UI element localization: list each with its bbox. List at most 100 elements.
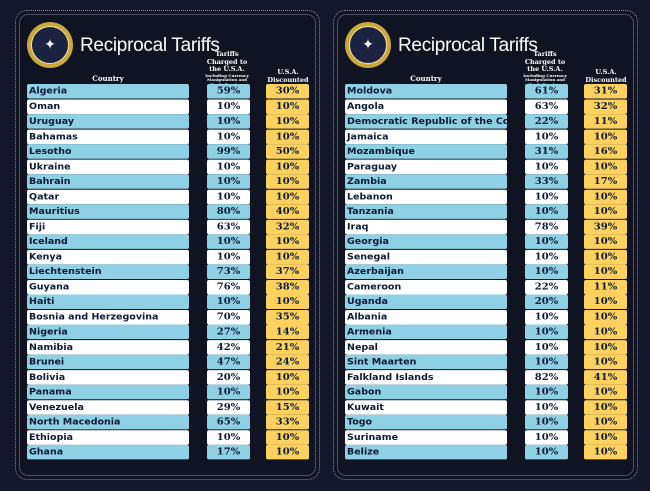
country-cell: Kenya (27, 249, 189, 264)
charged-tariff-cell: 10% (207, 249, 250, 264)
country-cell: Zambia (345, 174, 507, 189)
discounted-tariff-cell: 30% (266, 84, 309, 99)
charged-tariff-cell: 63% (207, 219, 250, 234)
country-cell: Senegal (345, 249, 507, 264)
column-header-country: Country (92, 74, 124, 83)
country-cell: Iraq (345, 219, 507, 234)
discounted-tariff-cell: 10% (584, 264, 627, 279)
charged-tariff-cell: 22% (525, 114, 568, 129)
tariff-panel-left: ✦ Reciprocal Tariffs Country Tariffs Cha… (15, 10, 320, 480)
country-cell: Lesotho (27, 144, 189, 159)
charged-tariff-cell: 10% (525, 189, 568, 204)
country-cell: Algeria (27, 84, 189, 99)
discounted-tariff-cell: 38% (266, 279, 309, 295)
discounted-tariff-cell: 17% (584, 174, 627, 189)
charged-tariff-cell: 82% (525, 369, 568, 385)
column-header-charged: Tariffs Charged to the U.S.A. Including C… (520, 50, 570, 87)
discounted-tariff-cell: 32% (266, 219, 309, 234)
discounted-tariff-cell: 10% (266, 294, 309, 310)
country-cell: Suriname (345, 429, 507, 445)
discounted-tariff-cell: 16% (584, 144, 627, 159)
charged-tariff-cell: 10% (525, 234, 568, 249)
country-cell: Tanzania (345, 204, 507, 219)
charged-tariff-cell: 10% (525, 204, 568, 219)
page-title: Reciprocal Tariffs (398, 35, 538, 56)
country-cell: Panama (27, 384, 189, 400)
discounted-tariff-cell: 21% (266, 339, 309, 355)
charged-tariff-cell: 10% (525, 414, 568, 430)
charged-tariff-cell: 59% (207, 84, 250, 99)
discounted-tariff-cell: 14% (266, 324, 309, 340)
country-cell: Mozambique (345, 144, 507, 159)
discounted-tariff-cell: 15% (266, 399, 309, 415)
discounted-tariff-cell: 10% (584, 294, 627, 310)
discounted-tariff-cell: 11% (584, 279, 627, 295)
charged-tariff-cell: 10% (207, 234, 250, 249)
column-header-charged: Tariffs Charged to the U.S.A. Including C… (202, 50, 252, 87)
country-cell: Azerbaijan (345, 264, 507, 279)
discounted-tariff-cell: 10% (584, 129, 627, 144)
country-cell: Bolivia (27, 369, 189, 385)
country-cell: Georgia (345, 234, 507, 249)
discounted-tariff-cell: 10% (584, 189, 627, 204)
tariff-panel-right: ✦ Reciprocal Tariffs Country Tariffs Cha… (333, 10, 638, 480)
discounted-tariff-cell: 10% (584, 444, 627, 460)
charged-tariff-cell: 61% (525, 84, 568, 99)
country-cell: Moldova (345, 84, 507, 99)
discounted-tariff-cell: 10% (266, 99, 309, 114)
charged-tariff-cell: 27% (207, 324, 250, 340)
discounted-tariff-cell: 10% (584, 324, 627, 340)
discounted-tariff-cell: 31% (584, 84, 627, 99)
charged-tariff-cell: 10% (525, 354, 568, 370)
country-cell: Jamaica (345, 129, 507, 144)
charged-tariff-cell: 73% (207, 264, 250, 279)
page-title: Reciprocal Tariffs (80, 35, 220, 56)
discounted-tariff-cell: 10% (266, 174, 309, 189)
discounted-tariff-cell: 39% (584, 219, 627, 234)
charged-tariff-cell: 70% (207, 309, 250, 325)
discounted-tariff-cell: 10% (266, 129, 309, 144)
discounted-tariff-cell: 10% (584, 159, 627, 174)
charged-tariff-cell: 10% (525, 324, 568, 340)
charged-tariff-cell: 10% (525, 249, 568, 264)
discounted-tariff-cell: 10% (266, 429, 309, 445)
discounted-tariff-cell: 10% (584, 384, 627, 400)
charged-tariff-cell: 10% (525, 339, 568, 355)
discounted-tariff-cell: 10% (266, 369, 309, 385)
charged-tariff-cell: 10% (525, 264, 568, 279)
country-cell: Uganda (345, 294, 507, 310)
country-cell: Liechtenstein (27, 264, 189, 279)
country-cell: Qatar (27, 189, 189, 204)
discounted-tariff-cell: 11% (584, 114, 627, 129)
charged-tariff-cell: 10% (525, 309, 568, 325)
country-cell: Haiti (27, 294, 189, 310)
charged-tariff-cell: 63% (525, 99, 568, 114)
country-cell: Ghana (27, 444, 189, 460)
charged-tariff-cell: 10% (207, 189, 250, 204)
country-cell: Oman (27, 99, 189, 114)
discounted-tariff-cell: 10% (584, 399, 627, 415)
charged-tariff-cell: 10% (207, 294, 250, 310)
country-cell: Guyana (27, 279, 189, 295)
discounted-tariff-cell: 10% (584, 249, 627, 264)
country-cell: Angola (345, 99, 507, 114)
discounted-tariff-cell: 37% (266, 264, 309, 279)
country-cell: Sint Maarten (345, 354, 507, 370)
presidential-seal-icon: ✦ (27, 22, 73, 68)
charged-tariff-cell: 47% (207, 354, 250, 370)
charged-tariff-cell: 22% (525, 279, 568, 295)
charged-tariff-cell: 29% (207, 399, 250, 415)
charged-tariff-cell: 42% (207, 339, 250, 355)
country-cell: Ukraine (27, 159, 189, 174)
country-cell: Namibia (27, 339, 189, 355)
country-cell: Ethiopia (27, 429, 189, 445)
discounted-tariff-cell: 10% (584, 354, 627, 370)
country-cell: Bosnia and Herzegovina (27, 309, 189, 325)
charged-tariff-cell: 10% (525, 429, 568, 445)
charged-tariff-cell: 10% (207, 429, 250, 445)
country-cell: Bahrain (27, 174, 189, 189)
country-cell: Gabon (345, 384, 507, 400)
discounted-tariff-cell: 10% (584, 414, 627, 430)
discounted-tariff-cell: 10% (584, 429, 627, 445)
charged-tariff-cell: 33% (525, 174, 568, 189)
